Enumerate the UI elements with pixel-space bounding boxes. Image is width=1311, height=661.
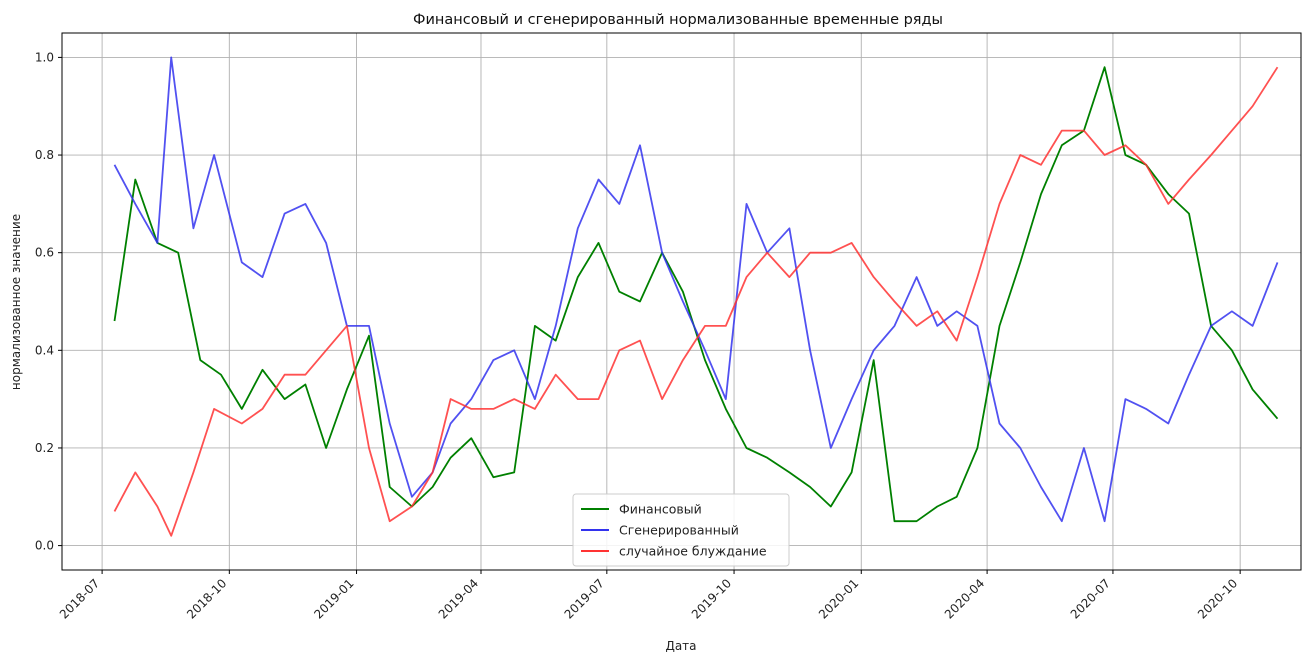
x-tick-label: 2019-10 bbox=[689, 576, 734, 621]
plot-frame bbox=[61, 32, 1302, 571]
y-tick-label: 0.8 bbox=[35, 148, 54, 162]
legend-label: случайное блуждание bbox=[619, 544, 767, 559]
x-tick-label: 2019-07 bbox=[562, 576, 607, 621]
y-axis-label: нормализованное значение bbox=[9, 214, 23, 390]
y-tick-label: 0.0 bbox=[35, 539, 54, 553]
legend-label: Финансовый bbox=[619, 502, 702, 517]
y-tick-label: 0.2 bbox=[35, 441, 54, 455]
series-layer bbox=[113, 56, 1279, 537]
y-tick-label: 0.4 bbox=[35, 343, 54, 357]
y-axis-ticks: 0.0 0.2 0.4 0.6 0.8 1.0 bbox=[35, 50, 62, 553]
x-axis-ticks: 2018-07 2018-10 2019-01 2019-04 2019-07 2019-… bbox=[57, 570, 1241, 622]
x-tick-label: 2020-07 bbox=[1068, 576, 1113, 621]
x-tick-label: 2018-07 bbox=[57, 576, 102, 621]
legend-label: Сгенерированный bbox=[619, 523, 739, 538]
chart-title: Финансовый и сгенерированный нормализова… bbox=[413, 12, 943, 28]
x-tick-label: 2020-01 bbox=[816, 576, 861, 621]
series-line-2 bbox=[113, 56, 1279, 523]
x-tick-label: 2019-04 bbox=[436, 576, 481, 621]
legend-box bbox=[572, 493, 790, 567]
x-tick-label: 2020-10 bbox=[1195, 576, 1240, 621]
y-tick-label: 1.0 bbox=[35, 50, 54, 64]
x-tick-label: 2018-10 bbox=[184, 576, 229, 621]
x-tick-label: 2019-01 bbox=[311, 576, 356, 621]
legend: Финансовый Сгенерированный случайное блужд… bbox=[572, 493, 790, 567]
y-tick-label: 0.6 bbox=[35, 246, 54, 260]
x-tick-label: 2020-04 bbox=[942, 576, 987, 621]
x-axis-label: Дата bbox=[665, 639, 696, 653]
plot-area bbox=[62, 33, 1301, 570]
series-line-3 bbox=[113, 66, 1279, 537]
